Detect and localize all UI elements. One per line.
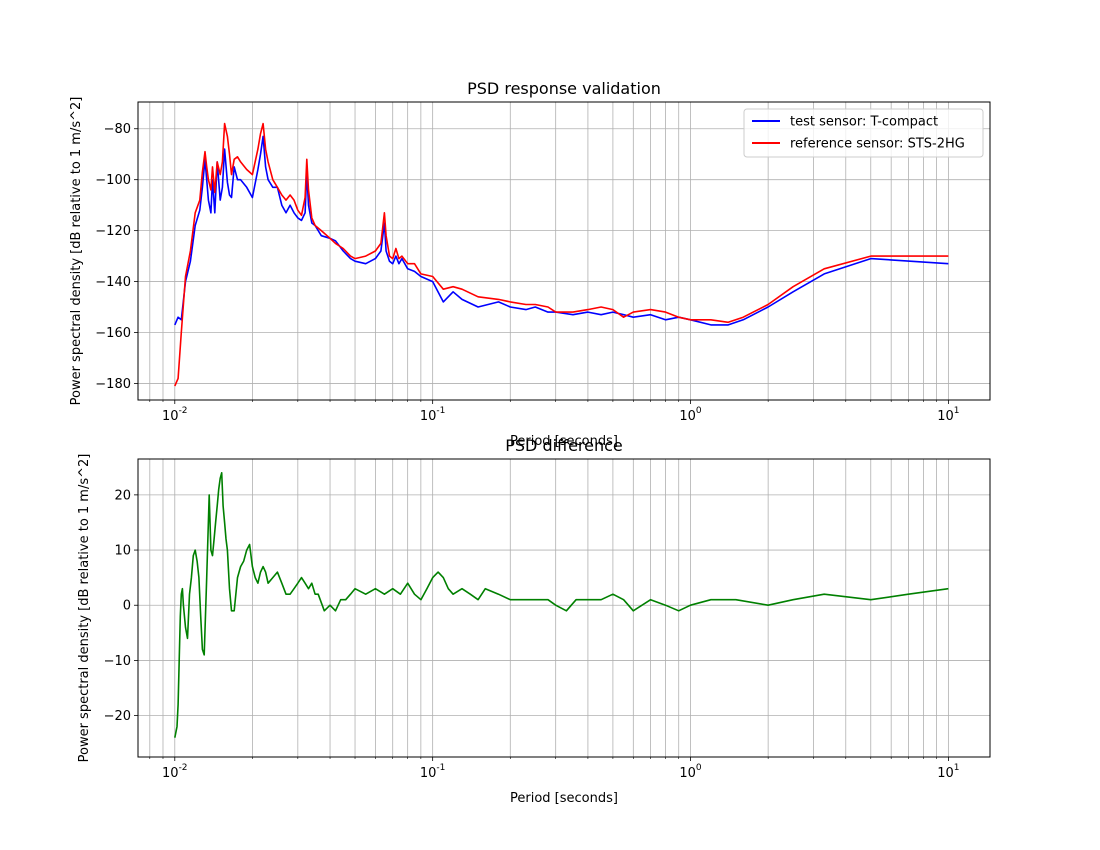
- legend-box: [743, 108, 984, 158]
- series-line-test-sensor-t-compact: [174, 135, 949, 326]
- psd-difference-x-axis-label: Period [seconds]: [510, 791, 618, 806]
- y-tick-label: −140: [95, 275, 131, 290]
- y-tick-label: −10: [104, 654, 131, 669]
- y-tick-label: −180: [95, 377, 131, 392]
- psd-difference-series: [174, 471, 949, 738]
- legend-label-test-sensor: test sensor: T-compact: [790, 115, 938, 130]
- psd-response-series: [174, 122, 949, 387]
- legend-label-reference-sensor: reference sensor: STS-2HG: [790, 137, 965, 152]
- y-tick-label: 20: [114, 488, 131, 503]
- psd-difference-y-axis-label: Power spectral density [dB relative to 1…: [77, 454, 92, 763]
- psd-response-panel: 10-2 10-1 100 101−180−160−140−120−100−80 PS…: [69, 79, 991, 449]
- y-tick-label: −160: [95, 326, 131, 341]
- y-tick-label: −20: [104, 709, 131, 724]
- psd-difference-title: PSD difference: [505, 436, 623, 455]
- series-line-reference-sensor-sts-2hg: [174, 122, 949, 387]
- y-tick-label: −100: [95, 173, 131, 188]
- psd-difference-plot-area: [137, 458, 991, 758]
- psd-response-x-axis-label: Period [seconds]: [510, 434, 618, 449]
- psd-response-y-axis-label: Power spectral density [dB relative to 1…: [69, 97, 84, 406]
- psd-response-title: PSD response validation: [467, 79, 661, 98]
- y-tick-label: 10: [114, 544, 131, 559]
- series-line-series-0: [174, 471, 949, 738]
- y-tick-label: −120: [95, 224, 131, 239]
- psd-response-legend: test sensor: T-compact reference sensor:…: [743, 108, 984, 158]
- psd-response-plot-area: [137, 101, 991, 401]
- y-tick-label: −80: [104, 122, 131, 137]
- y-tick-label: 0: [123, 599, 131, 614]
- psd-difference-grid: [138, 459, 990, 757]
